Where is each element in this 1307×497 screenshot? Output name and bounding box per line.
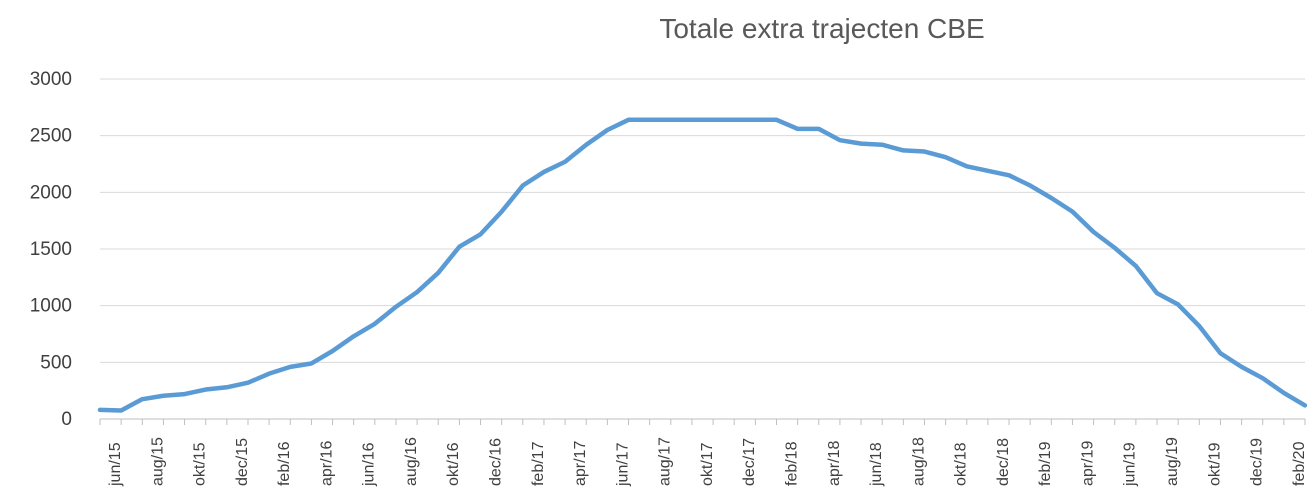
series-group [97, 117, 1307, 413]
x-tick-label: apr/16 [318, 441, 335, 486]
x-tick-label: feb/18 [783, 441, 800, 486]
x-tick-label: feb/20 [1291, 441, 1307, 486]
y-tick-label: 0 [61, 409, 72, 430]
x-tick-label: aug/16 [403, 437, 420, 486]
y-tick-label: 500 [40, 352, 72, 373]
x-tick-label: aug/15 [149, 437, 166, 486]
gridlines [100, 78, 1305, 363]
x-tick-label: dec/15 [234, 438, 251, 486]
x-tick-label: dec/19 [1249, 438, 1266, 486]
x-tick-label: dec/17 [741, 438, 758, 486]
y-tick-label: 3000 [30, 69, 72, 90]
x-tick-label: apr/17 [572, 441, 589, 486]
x-tick-label: feb/16 [276, 441, 293, 486]
y-tick-label: 1000 [30, 296, 72, 317]
x-tick-label: jun/18 [868, 442, 885, 487]
x-tick-label: okt/18 [953, 442, 970, 486]
y-tick-label: 2000 [30, 182, 72, 203]
x-tick-label: apr/19 [1079, 441, 1096, 486]
x-tick-label: jun/16 [361, 442, 378, 487]
series-line [97, 117, 1307, 413]
x-axis: jun/15 aug/15 okt/15 dec/15 feb/16 apr/16 jun/… [99, 418, 1307, 487]
x-tick-label: feb/17 [530, 441, 547, 486]
x-tick-label: okt/19 [1206, 442, 1223, 486]
x-tick-label: jun/17 [614, 442, 631, 487]
x-tick-label: jun/15 [107, 442, 124, 487]
x-tick-label: dec/18 [995, 438, 1012, 486]
y-axis-ticks: 0 500 1000 1500 2000 2500 3000 [30, 69, 72, 430]
x-tick-label: okt/15 [192, 442, 209, 486]
x-tick-label: aug/18 [910, 437, 927, 486]
y-tick-label: 1500 [30, 239, 72, 260]
x-tick-label: okt/16 [445, 442, 462, 486]
x-tick-label: apr/18 [826, 441, 843, 486]
chart-title: Totale extra trajecten CBE [659, 13, 984, 44]
x-tick-label: aug/19 [1164, 437, 1181, 486]
x-tick-label: feb/19 [1037, 441, 1054, 486]
x-tick-label: dec/16 [488, 438, 505, 486]
x-tick-label: okt/17 [699, 442, 716, 486]
x-tick-label: jun/19 [1122, 442, 1139, 487]
y-tick-label: 2500 [30, 126, 72, 147]
x-tick-label: aug/17 [657, 437, 674, 486]
